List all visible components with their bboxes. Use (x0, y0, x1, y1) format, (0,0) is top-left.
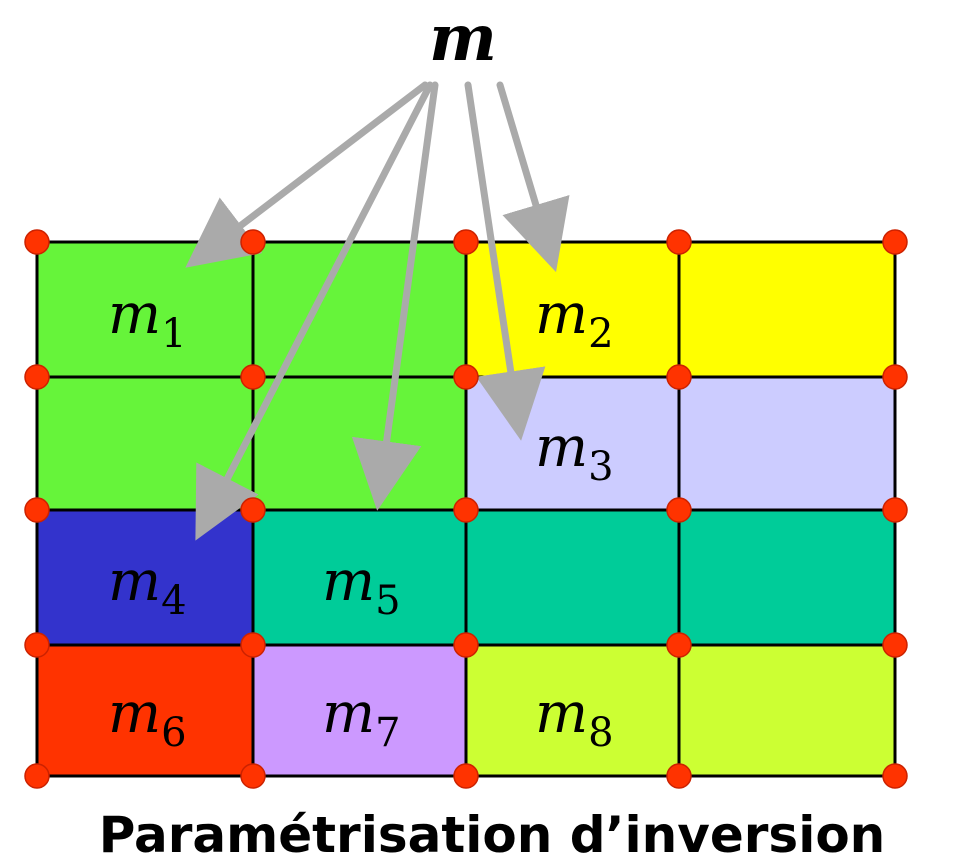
cell-m8-region-b (679, 645, 895, 776)
mapping-arrows (185, 81, 570, 541)
label-m2: m2 (535, 282, 614, 357)
grid-node-r3-c1 (240, 632, 266, 658)
label-m7: m7 (322, 681, 401, 756)
grid-node-r3-c3 (666, 632, 692, 658)
label-m4: m4 (108, 549, 187, 624)
grid-node-r2-c1 (240, 497, 266, 523)
cell-m8-region-a (466, 645, 679, 776)
cell-m1-region-d (253, 377, 466, 510)
grid-node-r4-c2 (453, 763, 479, 789)
grid-node-r0-c0 (24, 229, 50, 255)
label-m8: m8 (535, 681, 614, 756)
grid-node-r0-c2 (453, 229, 479, 255)
arrow-to-m1 (185, 81, 429, 268)
grid-node-r4-c3 (666, 763, 692, 789)
grid-node-r1-c1 (240, 364, 266, 390)
grid-node-r4-c1 (240, 763, 266, 789)
caption: Paramétrisation d’inversion (99, 806, 886, 864)
grid-node-r4-c0 (24, 763, 50, 789)
cell-m3-region-b (679, 377, 895, 510)
grid-node-r0-c4 (882, 229, 908, 255)
cell-m5-region-b (466, 510, 679, 645)
cell-m1-region-b (253, 242, 466, 377)
grid-node-r2-c2 (453, 497, 479, 523)
arrow-to-m4 (195, 81, 434, 541)
grid-node-r3-c4 (882, 632, 908, 658)
cell-m5-region-a (253, 510, 466, 645)
cell-m7 (253, 645, 466, 776)
grid-node-r1-c4 (882, 364, 908, 390)
grid-node-r2-c4 (882, 497, 908, 523)
grid-node-r1-c3 (666, 364, 692, 390)
grid-node-r3-c0 (24, 632, 50, 658)
grid-node-r0-c1 (240, 229, 266, 255)
label-m5: m5 (322, 549, 401, 624)
label-m6: m6 (108, 681, 187, 756)
grid-node-r1-c0 (24, 364, 50, 390)
arrow-to-m3 (464, 81, 546, 441)
grid-node-r4-c4 (882, 763, 908, 789)
grid-node-r0-c3 (666, 229, 692, 255)
cell-m5-region-c (679, 510, 895, 645)
label-m1: m1 (108, 282, 187, 357)
grid-node-r2-c3 (666, 497, 692, 523)
grid-node-r1-c2 (453, 364, 479, 390)
grid-node-r2-c0 (24, 497, 50, 523)
grid-nodes (24, 229, 908, 789)
grid-node-r3-c2 (453, 632, 479, 658)
arrow-to-m2 (496, 81, 570, 273)
parameter-vector-symbol: m (429, 1, 497, 76)
cell-m6 (37, 645, 253, 776)
cell-m2-region-b (679, 242, 895, 377)
grid-cells (37, 242, 895, 776)
arrow-to-m5 (351, 81, 439, 511)
